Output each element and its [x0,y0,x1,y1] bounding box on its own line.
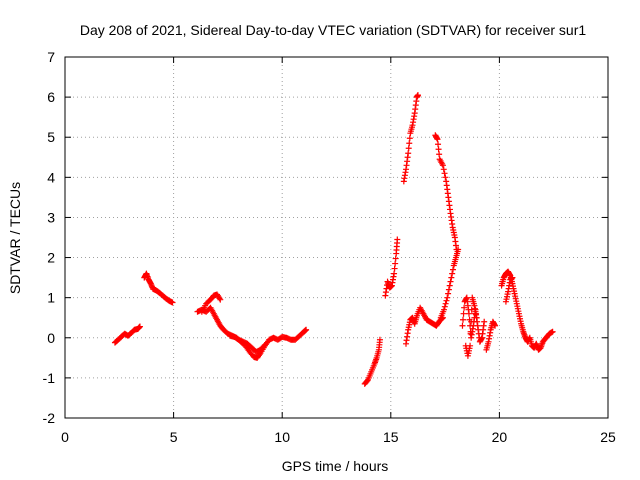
data-point [435,146,442,153]
data-point [169,299,176,306]
data-point [406,135,413,142]
data-point [460,310,467,317]
y-tick-label: 4 [47,169,55,185]
data-point [442,300,449,307]
data-point [392,260,399,267]
data-point [468,306,475,313]
data-point [465,310,472,317]
y-tick-label: 1 [47,290,55,306]
data-point [394,236,401,243]
data-point [376,336,383,343]
x-tick-label: 10 [274,429,290,445]
data-point [391,265,398,272]
data-point [468,318,475,325]
data-point [405,145,412,152]
data-point [444,294,451,301]
data-point [136,323,143,330]
data-point [435,141,442,148]
data-point [441,306,448,313]
data-point [443,297,450,304]
data-point [217,296,224,303]
y-tick-label: 5 [47,129,55,145]
x-tick-label: 25 [600,429,616,445]
y-tick-label: -1 [43,370,56,386]
data-point [364,377,371,384]
data-point [441,170,448,177]
x-axis-label: GPS time / hours [282,458,389,474]
data-point [449,266,456,273]
chart-title: Day 208 of 2021, Sidereal Day-to-day VTE… [80,22,586,38]
data-point [509,274,516,281]
data-point [481,318,488,325]
data-point [549,328,556,335]
data-point [434,136,441,143]
x-axis: 0 5 10 15 20 25 [61,57,616,445]
data-point [449,270,456,277]
data-point [441,303,448,310]
y-tick-label: 0 [47,330,55,346]
data-point [455,246,462,253]
data-point [392,255,399,262]
y-tick-label: 7 [47,49,55,65]
data-point [492,322,499,329]
data-point [436,151,443,158]
data-point [467,330,474,337]
data-point [303,326,310,333]
data-point [414,92,421,99]
data-point [439,162,446,169]
y-axis-label: SDTVAR / TECUs [7,182,23,294]
data-point [459,322,466,329]
y-axis: -2 -1 0 1 2 3 4 5 6 7 [43,49,608,426]
plot-frame [64,56,609,419]
x-tick-label: 5 [170,429,178,445]
data-point [467,342,474,349]
data-point [473,314,480,321]
data-point [446,282,453,289]
data-point [448,274,455,281]
data-point [405,150,412,157]
x-tick-label: 20 [492,429,508,445]
data-point [442,174,449,181]
data-point [216,295,223,302]
data-point [447,278,454,285]
data-point [406,140,413,147]
data-point [261,341,268,348]
x-tick-label: 0 [61,429,69,445]
grid-lines [65,57,608,418]
x-tick-label: 15 [383,429,399,445]
y-tick-label: 6 [47,89,55,105]
plot-markers [111,92,556,387]
data-point [391,270,398,277]
data-point [440,166,447,173]
y-tick-label: 2 [47,250,55,266]
data-point [461,304,468,311]
data-point [445,290,452,297]
data-point [445,286,452,293]
y-tick-label: 3 [47,209,55,225]
y-tick-label: -2 [43,410,56,426]
data-point [460,316,467,323]
data-point [260,343,267,350]
